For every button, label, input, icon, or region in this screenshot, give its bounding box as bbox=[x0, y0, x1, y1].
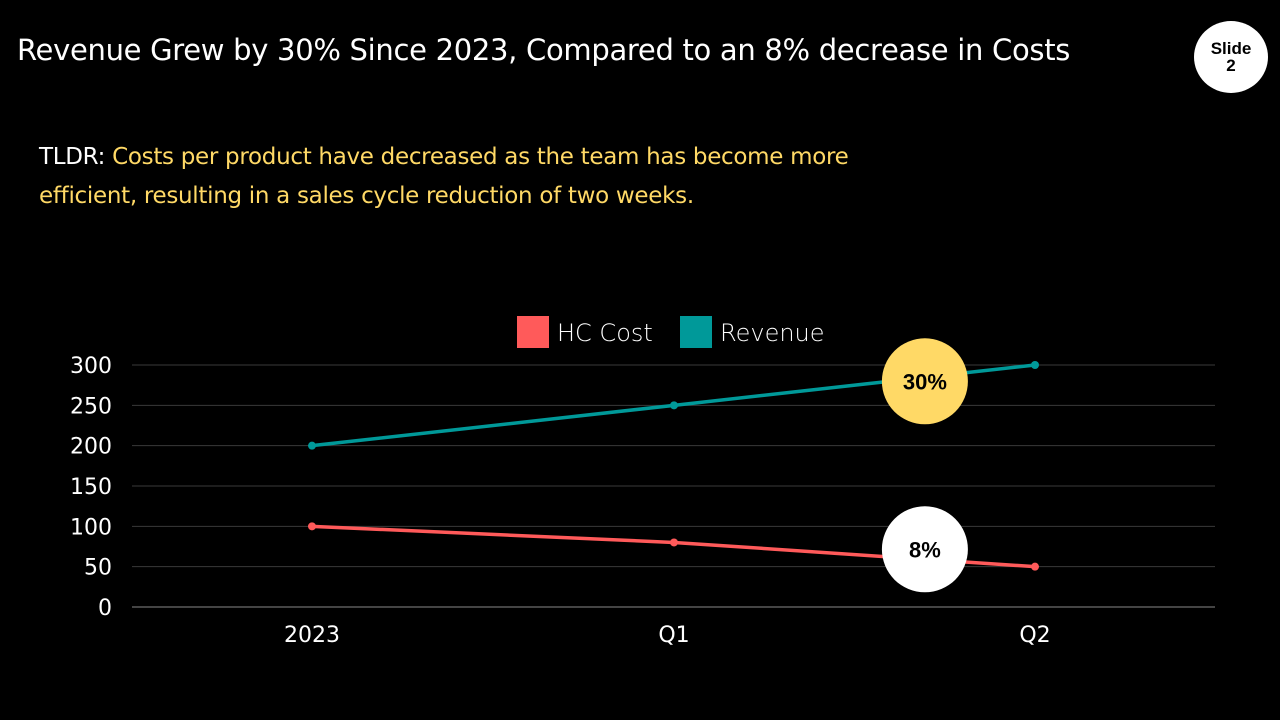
y-tick-label: 200 bbox=[70, 435, 112, 460]
tldr-label: TLDR: bbox=[39, 144, 113, 170]
callout-circle bbox=[881, 506, 968, 593]
callout-circle bbox=[881, 338, 968, 425]
x-tick-label: Q1 bbox=[658, 623, 689, 648]
y-tick-label: 250 bbox=[70, 394, 112, 419]
data-point bbox=[670, 538, 678, 547]
legend-swatch bbox=[680, 316, 712, 348]
badge-number: 2 bbox=[1226, 56, 1236, 75]
data-point bbox=[670, 401, 678, 410]
callouts: 30% 8% bbox=[881, 338, 968, 593]
gridlines bbox=[132, 364, 1215, 608]
data-point bbox=[308, 522, 316, 531]
y-tick-label: 150 bbox=[70, 475, 112, 500]
y-tick-label: 0 bbox=[98, 596, 112, 621]
data-point bbox=[1031, 361, 1039, 369]
legend-label: Revenue bbox=[720, 319, 825, 347]
data-point bbox=[308, 441, 316, 450]
legend-label: HC Cost bbox=[557, 319, 653, 347]
x-tick-label: Q2 bbox=[1019, 623, 1050, 648]
y-axis-ticks: 0 50 100 150 200 250 300 bbox=[70, 354, 112, 621]
y-tick-label: 300 bbox=[70, 354, 112, 379]
slide-title: Revenue Grew by 30% Since 2023, Compared… bbox=[17, 33, 1071, 67]
callout-label: 8% bbox=[909, 537, 941, 562]
legend-swatch bbox=[517, 316, 549, 348]
callout-label: 30% bbox=[903, 369, 947, 394]
x-axis-ticks: 2023 Q1 Q2 bbox=[284, 623, 1051, 648]
x-tick-label: 2023 bbox=[284, 623, 340, 648]
y-tick-label: 50 bbox=[84, 556, 112, 581]
tldr-text: Costs per product have decreased as the … bbox=[39, 144, 849, 209]
legend: HC Cost Revenue bbox=[517, 316, 825, 348]
tldr-summary: TLDR: Costs per product have decreased a… bbox=[39, 138, 939, 216]
badge-label: Slide bbox=[1210, 39, 1252, 58]
y-tick-label: 100 bbox=[70, 515, 112, 540]
data-point bbox=[1031, 562, 1039, 571]
slide-number-badge: Slide 2 bbox=[1194, 21, 1268, 93]
